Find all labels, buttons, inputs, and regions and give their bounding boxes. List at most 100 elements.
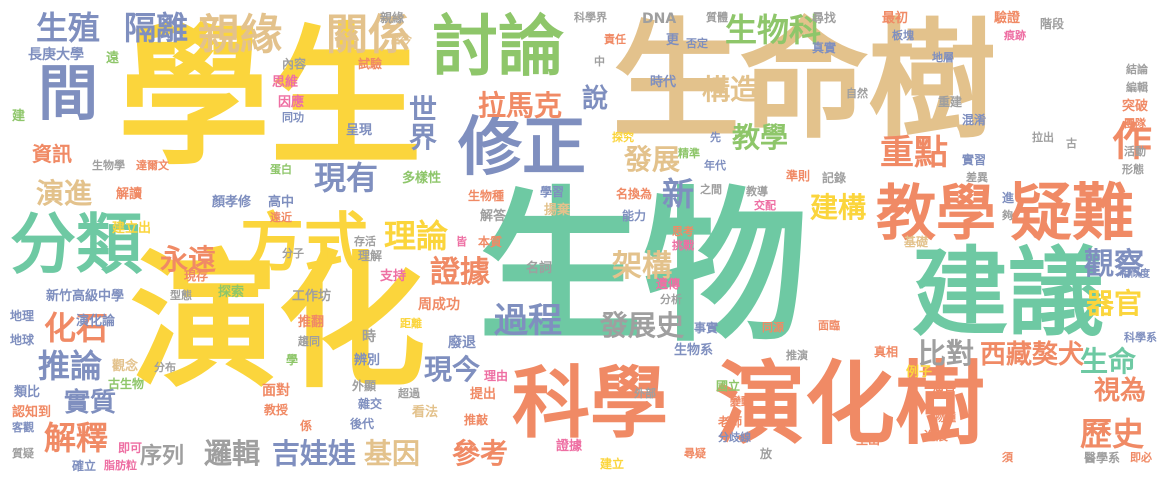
word: 痕跡	[1004, 29, 1026, 42]
word: 間	[38, 59, 98, 129]
word: 周成功	[418, 297, 460, 313]
word: 演化樹	[715, 352, 985, 457]
word: 顏孝修	[212, 195, 252, 210]
word: 隔離	[124, 9, 189, 47]
word: 老師	[718, 415, 743, 429]
word: 現今	[424, 353, 481, 386]
word: 推演	[786, 349, 808, 362]
word: 現有	[314, 159, 379, 197]
word: 化石	[44, 309, 109, 347]
word: 解釋	[44, 419, 109, 457]
word: 變動	[730, 395, 752, 408]
word: 歷史	[1080, 415, 1145, 453]
word: 同功	[282, 111, 304, 124]
word: 方式	[240, 207, 368, 281]
word: 突破	[1122, 99, 1149, 114]
word: 學	[286, 353, 299, 367]
word: 質體	[706, 11, 728, 24]
word: 活動	[1124, 145, 1146, 158]
word: 型態	[170, 289, 192, 302]
word: 西藏獒犬	[980, 340, 1085, 370]
word: 脂肪粒	[104, 459, 137, 472]
word: 客觀	[12, 421, 34, 434]
word: 趨同	[298, 335, 320, 348]
word: 親緣	[380, 11, 405, 25]
word: 生殖	[36, 9, 101, 47]
word: 物種	[934, 411, 956, 424]
word: 團隊	[1124, 117, 1146, 130]
word: 之間	[700, 183, 722, 196]
word: 時	[362, 329, 376, 345]
word: 階段	[1040, 17, 1065, 31]
word: 確立	[72, 459, 97, 473]
word: 後代	[350, 417, 375, 431]
word: DNA	[642, 11, 677, 27]
word: 否定	[686, 37, 708, 50]
word: 構造	[702, 73, 759, 106]
word: 生物科	[725, 11, 822, 49]
word: 理由	[484, 369, 509, 383]
word: 多樣性	[402, 171, 442, 186]
word: 進展	[924, 429, 949, 443]
word: 觀念	[112, 359, 139, 374]
word: 親緣	[198, 10, 283, 59]
word: 本質	[478, 235, 503, 249]
word: 發展史	[600, 309, 685, 342]
word: 支持	[380, 269, 407, 284]
word: 看法	[412, 405, 439, 420]
word: 最初	[882, 11, 909, 26]
word: 揚棄	[544, 203, 571, 218]
word: 相似度	[1120, 269, 1150, 280]
word: 生物種	[468, 189, 505, 203]
word: 分析	[660, 293, 682, 306]
word: 教導	[746, 185, 768, 198]
word: 面對	[262, 383, 290, 399]
word: 放	[760, 447, 773, 461]
word: 因應	[278, 95, 305, 110]
word: 質疑	[12, 447, 34, 460]
word: 基礎	[904, 235, 929, 249]
word: 推論	[38, 347, 103, 385]
word: 距離	[400, 317, 422, 330]
word: 試驗	[358, 57, 383, 71]
word-vertical: 世界	[408, 96, 438, 152]
word: 邏輯	[204, 437, 261, 470]
word: 演化	[130, 236, 426, 408]
word: 理解	[358, 249, 383, 263]
word: 外部	[634, 387, 656, 400]
word: 永遠	[160, 243, 217, 276]
word: 類比	[14, 385, 41, 400]
word: 遠	[106, 51, 120, 66]
word: 進	[1002, 191, 1015, 205]
word: 參考	[452, 437, 509, 470]
word: 地層	[932, 51, 954, 64]
word: 重建	[938, 95, 963, 109]
word: 當今	[390, 33, 412, 46]
word: 過程	[494, 301, 562, 341]
word: 重點	[880, 133, 948, 173]
word: 外顯	[352, 379, 377, 393]
word: 提出	[470, 387, 497, 402]
word: 須	[1002, 451, 1013, 464]
word: 思考	[672, 225, 694, 238]
word: 記錄	[822, 171, 847, 185]
word: 探索	[218, 285, 245, 300]
word: 即必	[1130, 451, 1152, 464]
word: 生物系	[674, 343, 714, 358]
word: 演進	[36, 177, 93, 210]
word: 拉出	[1032, 131, 1054, 144]
word: 建議	[912, 237, 1104, 349]
word: 名換為	[616, 187, 653, 201]
word: 科學界	[574, 11, 607, 24]
word: 科學系	[1124, 331, 1157, 344]
word: 序列	[140, 444, 185, 469]
word: 解讀	[116, 187, 143, 202]
word: 尋疑	[684, 447, 706, 460]
word: 學生	[118, 9, 422, 186]
word: 發展	[624, 143, 681, 176]
word: 廢退	[448, 335, 476, 351]
word: 辨別	[354, 353, 381, 368]
word: 達爾文	[136, 159, 169, 172]
word: 挑戰	[672, 239, 694, 252]
